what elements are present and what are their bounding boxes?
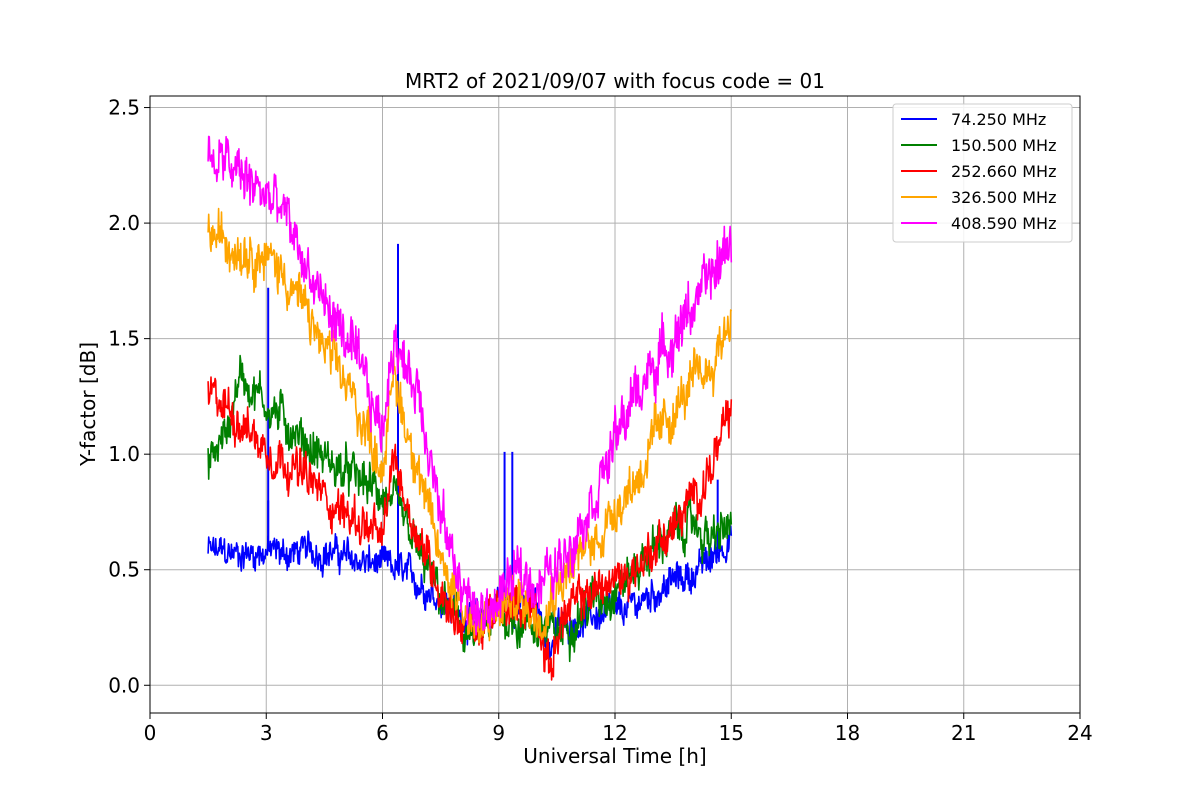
y-tick-label: 1.0: [108, 442, 140, 466]
series-line: [207, 207, 733, 644]
legend-label: 326.500 MHz: [951, 188, 1056, 207]
x-tick-label: 0: [144, 721, 157, 745]
y-tick-label: 2.5: [108, 96, 140, 120]
legend-label: 150.500 MHz: [951, 136, 1056, 155]
x-tick-label: 21: [951, 721, 976, 745]
legend-label: 74.250 MHz: [951, 110, 1046, 129]
legend: 74.250 MHz 150.500 MHz 252.660 MHz 326.500 …: [892, 103, 1073, 243]
x-tick-label: 12: [602, 721, 627, 745]
x-tick-label: 6: [376, 721, 389, 745]
y-axis-label: Y-factor [dB]: [76, 342, 100, 467]
x-axis-label: Universal Time [h]: [523, 744, 706, 768]
legend-box: [892, 103, 1073, 243]
series-line: [207, 525, 733, 661]
ticks: 0 3 6 9 12 15 18 21 24 0.0 0.5 1.0 1.5 2.0 2.5: [108, 96, 1093, 745]
y-tick-label: 0.0: [108, 673, 140, 697]
y-tick-label: 2.0: [108, 211, 140, 235]
legend-label: 408.590 MHz: [951, 214, 1056, 233]
x-tick-label: 18: [835, 721, 860, 745]
y-tick-label: 1.5: [108, 327, 140, 351]
legend-label: 252.660 MHz: [951, 162, 1056, 181]
y-tick-label: 0.5: [108, 558, 140, 582]
x-tick-label: 15: [719, 721, 744, 745]
x-tick-label: 3: [260, 721, 273, 745]
series-line: [207, 135, 733, 636]
x-tick-label: 9: [492, 721, 505, 745]
series-group: [207, 135, 733, 681]
chart-title: MRT2 of 2021/09/07 with focus code = 01: [405, 69, 825, 93]
x-tick-label: 24: [1067, 721, 1092, 745]
